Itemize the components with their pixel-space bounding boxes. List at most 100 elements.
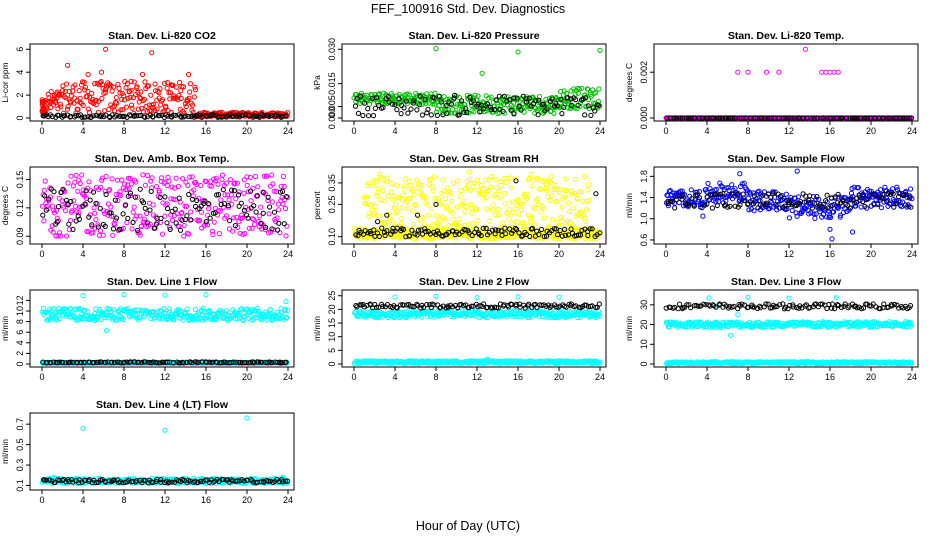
data-point (164, 85, 170, 91)
data-point (375, 219, 381, 225)
data-point (462, 208, 468, 214)
data-point (405, 205, 411, 211)
data-point (121, 292, 127, 298)
data-point (139, 71, 146, 78)
data-point (414, 107, 420, 113)
data-point (258, 204, 264, 210)
data-point (829, 236, 835, 242)
data-point (187, 81, 193, 87)
x-tick-label: 12 (472, 372, 482, 382)
data-point (824, 192, 830, 198)
data-point (700, 213, 706, 219)
data-point (131, 79, 137, 85)
x-tick-label: 8 (745, 249, 750, 259)
data-point (80, 102, 86, 109)
panel-4: Stan. Dev. Amb. Box Temp.0 4 8 12 16 20 240.09… (0, 153, 295, 259)
data-point (40, 212, 46, 218)
panel-5: Stan. Dev. Gas Stream RH0 4 8 12 16 20 240.100… (312, 153, 607, 259)
data-point (559, 111, 565, 117)
x-tick-label: 4 (392, 372, 397, 382)
x-tick-label: 24 (907, 249, 917, 259)
x-tick-label: 24 (283, 372, 293, 382)
series-1 (39, 172, 291, 239)
y-tick-label: 0.6 (639, 234, 649, 247)
panel-title: Stan. Dev. Li-820 Temp. (728, 30, 844, 42)
data-point (280, 201, 286, 207)
data-point (549, 193, 555, 199)
data-point (467, 187, 473, 193)
data-point (465, 221, 472, 227)
data-point (705, 180, 711, 186)
data-point (370, 113, 377, 119)
data-point (63, 95, 69, 101)
data-point (84, 94, 90, 100)
data-point (410, 208, 416, 214)
data-point (68, 100, 74, 106)
data-point (410, 221, 416, 227)
panel-title: Stan. Dev. Line 1 Flow (107, 276, 218, 288)
data-point (216, 231, 222, 237)
data-point (77, 95, 83, 101)
data-point (109, 88, 115, 94)
x-tick-label: 4 (80, 249, 85, 259)
data-point (582, 112, 588, 118)
y-tick-label: 1.4 (639, 191, 649, 204)
data-point (827, 226, 833, 232)
data-point (510, 209, 516, 216)
y-tick-label: 12 (15, 295, 25, 305)
data-point (129, 226, 135, 232)
x-tick-label: 12 (160, 372, 170, 382)
data-point (479, 70, 485, 76)
data-point (189, 102, 196, 108)
data-point (185, 182, 191, 188)
data-point (219, 177, 225, 183)
data-point (490, 202, 496, 208)
data-point (128, 102, 135, 108)
data-point (80, 187, 87, 193)
x-tick-label: 0 (351, 372, 356, 382)
data-point (238, 200, 244, 206)
data-point (365, 180, 371, 186)
data-point (99, 95, 105, 102)
y-tick-label: 0 (15, 115, 25, 120)
y-tick-label: 15 (327, 318, 337, 328)
data-point (131, 204, 137, 210)
data-point (120, 211, 126, 217)
data-point (64, 233, 70, 239)
data-point (284, 223, 290, 229)
y-axis-label: ml/min (624, 193, 634, 218)
data-point (75, 106, 81, 113)
data-point (519, 207, 525, 213)
y-tick-label: 0.12 (15, 199, 25, 217)
data-point (137, 186, 143, 192)
data-point (102, 108, 108, 114)
data-point (714, 202, 720, 209)
data-point (66, 221, 72, 227)
data-point (51, 95, 57, 101)
data-point (809, 205, 816, 211)
y-tick-label: 0.09 (15, 228, 25, 246)
x-tick-label: 16 (513, 372, 523, 382)
data-point (175, 183, 182, 189)
data-point (53, 98, 59, 104)
data-point (110, 232, 116, 238)
data-point (440, 177, 446, 183)
data-point (111, 84, 117, 90)
data-point (218, 197, 224, 203)
y-tick-label: 6 (15, 330, 25, 335)
data-point (162, 80, 168, 87)
x-tick-label: 20 (554, 126, 564, 136)
x-tick-label: 12 (784, 126, 794, 136)
data-point (150, 202, 156, 208)
data-point (135, 106, 141, 112)
data-point (59, 198, 65, 204)
data-point (550, 217, 556, 223)
data-point (729, 182, 735, 188)
data-point (551, 110, 557, 117)
data-point (149, 50, 155, 56)
data-point (433, 213, 439, 219)
